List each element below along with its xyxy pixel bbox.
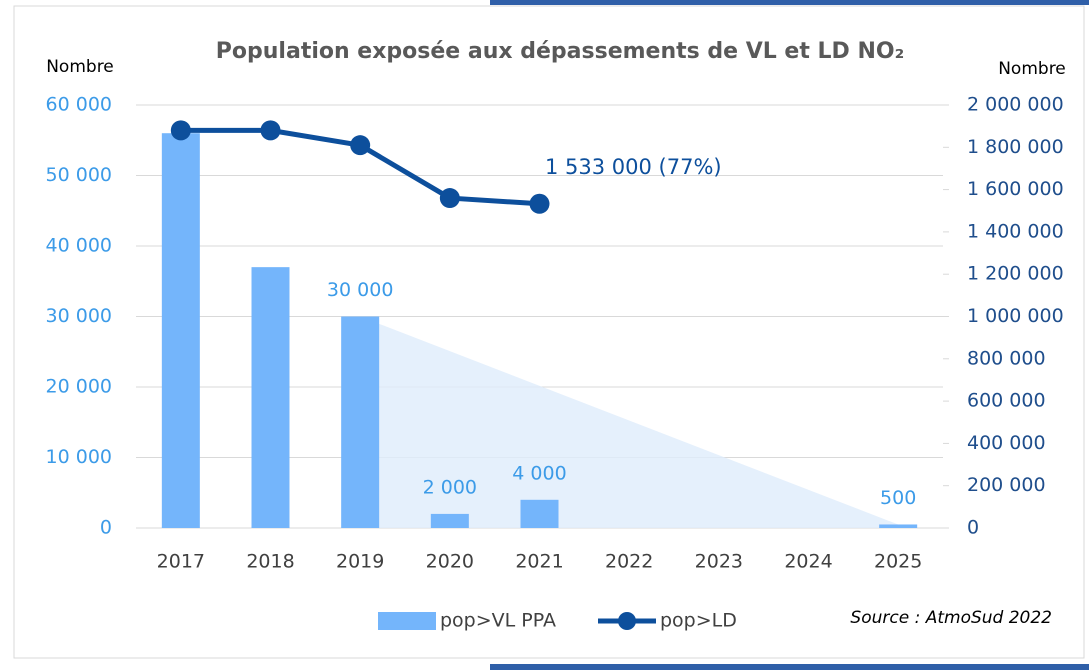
bar xyxy=(879,524,918,528)
y-tick-label: 0 xyxy=(100,517,112,539)
frame-top xyxy=(490,0,1089,5)
line-marker xyxy=(350,135,371,156)
y-tick-label: 30 000 xyxy=(46,305,112,327)
line-marker xyxy=(260,120,281,141)
y2-tick-label: 400 000 xyxy=(967,432,1046,454)
x-tick-label: 2019 xyxy=(336,551,384,573)
y-tick-label: 40 000 xyxy=(46,235,112,257)
x-tick-label: 2024 xyxy=(784,551,832,573)
bar xyxy=(161,133,200,528)
data-label: 2 000 xyxy=(423,476,477,498)
data-label: 500 xyxy=(880,487,916,509)
y-tick-label: 50 000 xyxy=(46,164,112,186)
bar xyxy=(341,316,380,528)
x-tick-label: 2017 xyxy=(157,551,205,573)
y2-axis-label: Nombre xyxy=(998,59,1066,79)
bar xyxy=(430,513,469,528)
y2-tick-label: 800 000 xyxy=(967,347,1046,369)
y2-tick-label: 600 000 xyxy=(967,390,1046,412)
data-label: 30 000 xyxy=(327,279,393,301)
legend-label: pop>VL PPA xyxy=(440,610,556,632)
legend-marker xyxy=(618,612,636,630)
legend-label: pop>LD xyxy=(660,610,737,632)
x-tick-label: 2020 xyxy=(426,551,474,573)
x-tick-label: 2025 xyxy=(874,551,922,573)
y2-tick-label: 200 000 xyxy=(967,474,1046,496)
chart-title: Population exposée aux dépassements de V… xyxy=(216,39,904,64)
frame-bottom xyxy=(490,664,1089,670)
bar xyxy=(520,499,559,528)
annotation: 1 533 000 (77%) xyxy=(545,155,722,179)
x-tick-label: 2022 xyxy=(605,551,653,573)
chart-border xyxy=(13,5,1085,659)
x-tick-label: 2021 xyxy=(515,551,563,573)
y2-tick-label: 1 600 000 xyxy=(967,178,1064,200)
line-marker xyxy=(439,188,460,209)
legend-swatch xyxy=(378,612,436,630)
y-tick-label: 20 000 xyxy=(46,376,112,398)
line-marker xyxy=(529,193,550,214)
source: Source : AtmoSud 2022 xyxy=(850,608,1052,628)
y-tick-label: 60 000 xyxy=(46,94,112,116)
y2-tick-label: 1 800 000 xyxy=(967,136,1064,158)
y-axis-label: Nombre xyxy=(46,57,114,77)
y2-tick-label: 1 000 000 xyxy=(967,305,1064,327)
line-marker xyxy=(170,120,191,141)
y2-tick-label: 0 xyxy=(967,517,979,539)
y2-tick-label: 1 200 000 xyxy=(967,263,1064,285)
y-tick-label: 10 000 xyxy=(46,446,112,468)
trend-area xyxy=(360,316,899,528)
data-label: 4 000 xyxy=(512,462,566,484)
bar xyxy=(251,267,290,528)
y2-tick-label: 2 000 000 xyxy=(967,94,1064,116)
x-tick-label: 2018 xyxy=(246,551,294,573)
y2-tick-label: 1 400 000 xyxy=(967,220,1064,242)
x-tick-label: 2023 xyxy=(695,551,743,573)
